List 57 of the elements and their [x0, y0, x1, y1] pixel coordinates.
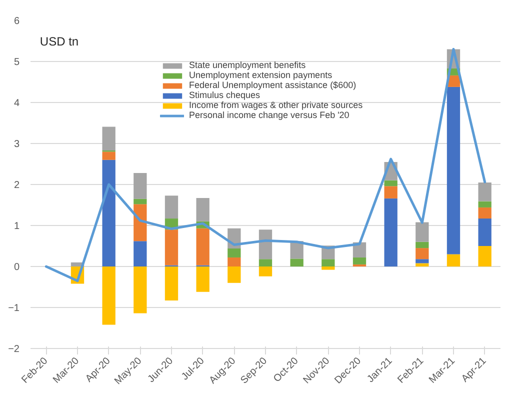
- bar: [164, 266, 178, 301]
- bar: [416, 248, 429, 260]
- bar: [196, 228, 210, 266]
- bar: [446, 254, 460, 266]
- y-tick-label: 6: [14, 16, 20, 27]
- bar: [134, 204, 147, 242]
- y-tick-label: 4: [14, 98, 20, 109]
- bar: [322, 259, 335, 266]
- bar: [102, 160, 116, 266]
- bar: [384, 180, 398, 186]
- bar: [164, 230, 178, 266]
- bar: [228, 248, 241, 258]
- y-tick-label: 0: [14, 262, 20, 273]
- y-tick-label: 1: [14, 221, 20, 232]
- bar: [478, 201, 492, 208]
- bar: [258, 259, 272, 266]
- bar: [102, 126, 116, 150]
- bar: [228, 257, 241, 266]
- bar: [228, 266, 241, 283]
- y-axis-title: USD tn: [40, 34, 79, 48]
- bar: [384, 198, 398, 266]
- bar: [478, 207, 492, 219]
- bar: [134, 241, 147, 266]
- legend-label: Unemployment extension payments: [189, 70, 332, 80]
- y-tick-label: 3: [14, 139, 20, 150]
- legend-label: Personal income change versus Feb '20: [189, 110, 350, 120]
- y-tick-label: −2: [8, 344, 20, 355]
- bar: [196, 266, 210, 292]
- legend-label: Income from wages & other private sources: [189, 100, 363, 110]
- bar: [416, 263, 429, 266]
- legend-label: Stimulus cheques: [189, 90, 260, 100]
- bar: [134, 173, 147, 199]
- line-series: [44, 48, 486, 282]
- bar: [384, 186, 398, 198]
- legend-label: State unemployment benefits: [189, 60, 306, 70]
- bar: [196, 198, 210, 222]
- bar: [322, 266, 335, 270]
- bar: [478, 246, 492, 266]
- bar: [290, 258, 304, 266]
- bar: [258, 266, 272, 276]
- bar: [258, 230, 272, 260]
- bar: [416, 242, 429, 248]
- bar: [352, 257, 366, 264]
- bar: [478, 218, 492, 246]
- y-tick-label: 2: [14, 180, 20, 191]
- y-tick-label: −1: [8, 303, 20, 314]
- y-tick-label: 5: [14, 57, 20, 68]
- bar: [416, 222, 429, 242]
- legend-label: Federal Unemployment assistance ($600): [189, 80, 356, 90]
- bar: [446, 86, 460, 254]
- bar: [134, 266, 147, 314]
- bar: [416, 259, 429, 264]
- bar: [102, 152, 116, 160]
- bar: [102, 266, 116, 325]
- bar: [134, 198, 147, 204]
- bar: [478, 182, 492, 202]
- bar: [164, 196, 178, 219]
